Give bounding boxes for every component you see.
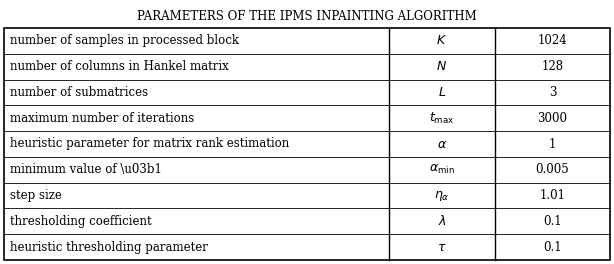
Bar (4, 28, 610, 260)
Text: $N$: $N$ (437, 60, 448, 73)
Text: maximum number of iterations: maximum number of iterations (10, 112, 194, 125)
Text: 3000: 3000 (537, 112, 567, 125)
Text: 0.005: 0.005 (535, 163, 569, 176)
Text: number of columns in Hankel matrix: number of columns in Hankel matrix (10, 60, 229, 73)
Text: 1024: 1024 (537, 34, 567, 48)
Text: PARAMETERS OF THE IPMS INPAINTING ALGORITHM: PARAMETERS OF THE IPMS INPAINTING ALGORI… (137, 10, 477, 23)
Text: $K$: $K$ (437, 34, 448, 48)
Text: $\alpha$: $\alpha$ (437, 138, 447, 150)
Text: number of submatrices: number of submatrices (10, 86, 148, 99)
Text: $L$: $L$ (438, 86, 446, 99)
Text: minimum value of \u03b1: minimum value of \u03b1 (10, 163, 162, 176)
Text: number of samples in processed block: number of samples in processed block (10, 34, 239, 48)
Text: 1.01: 1.01 (540, 189, 565, 202)
Text: 128: 128 (542, 60, 564, 73)
Text: 0.1: 0.1 (543, 215, 562, 228)
Text: 1: 1 (549, 138, 556, 150)
Text: $\eta_{\alpha}$: $\eta_{\alpha}$ (434, 188, 449, 202)
Text: 0.1: 0.1 (543, 241, 562, 254)
Text: $\alpha_{\mathrm{min}}$: $\alpha_{\mathrm{min}}$ (429, 163, 455, 176)
Text: thresholding coefficient: thresholding coefficient (10, 215, 152, 228)
Text: 3: 3 (549, 86, 556, 99)
Text: heuristic thresholding parameter: heuristic thresholding parameter (10, 241, 208, 254)
Text: heuristic parameter for matrix rank estimation: heuristic parameter for matrix rank esti… (10, 138, 289, 150)
Text: $t_{\mathrm{max}}$: $t_{\mathrm{max}}$ (429, 111, 455, 126)
Text: $\tau$: $\tau$ (437, 241, 446, 254)
Text: step size: step size (10, 189, 62, 202)
Text: $\lambda$: $\lambda$ (438, 214, 446, 228)
